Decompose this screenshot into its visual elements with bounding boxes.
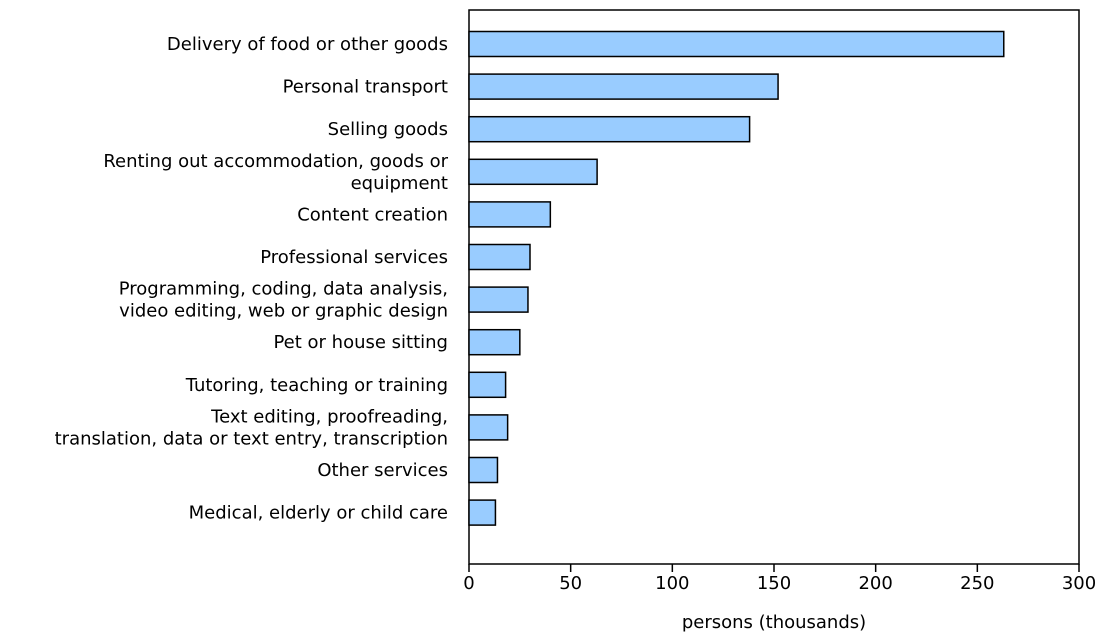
bar [468,30,1005,58]
x-tick-label: 200 [858,573,892,594]
category-label: Text editing, proofreading, translation, … [55,406,448,449]
x-tick-label: 50 [559,573,582,594]
x-tick-label: 100 [655,573,689,594]
x-tick-label: 300 [1062,573,1096,594]
bar [468,73,779,100]
x-axis-ticks-group: 0 50 100 150 200 250 300 [463,564,1096,594]
category-label: Renting out accommodation, goods or equip… [103,151,448,194]
category-label: Medical, elderly or child care [189,503,448,524]
bar [468,414,509,441]
bar [468,158,598,186]
bar [468,115,751,143]
x-axis-title: persons (thousands) [682,612,866,633]
bars-group [468,30,1005,526]
category-label: Professional services [260,247,448,268]
category-label: Other services [317,460,448,481]
bar [468,328,521,356]
category-label: Delivery of food or other goods [167,34,448,55]
bar [468,243,531,271]
category-label: Tutoring, teaching or training [185,375,448,396]
category-label: Selling goods [328,119,448,140]
bar [468,499,497,526]
category-label: Content creation [297,204,448,225]
x-tick-label: 150 [757,573,791,594]
bar [468,456,499,484]
category-label: Programming, coding, data analysis, video… [119,279,448,322]
category-labels-group: Delivery of food or other goods Personal … [55,34,449,524]
bar [468,286,529,313]
x-tick-label: 250 [960,573,994,594]
x-tick-label: 0 [463,573,474,594]
bar [468,371,507,399]
category-label: Personal transport [283,77,448,98]
bar [468,201,552,228]
category-label: Pet or house sitting [273,332,448,353]
